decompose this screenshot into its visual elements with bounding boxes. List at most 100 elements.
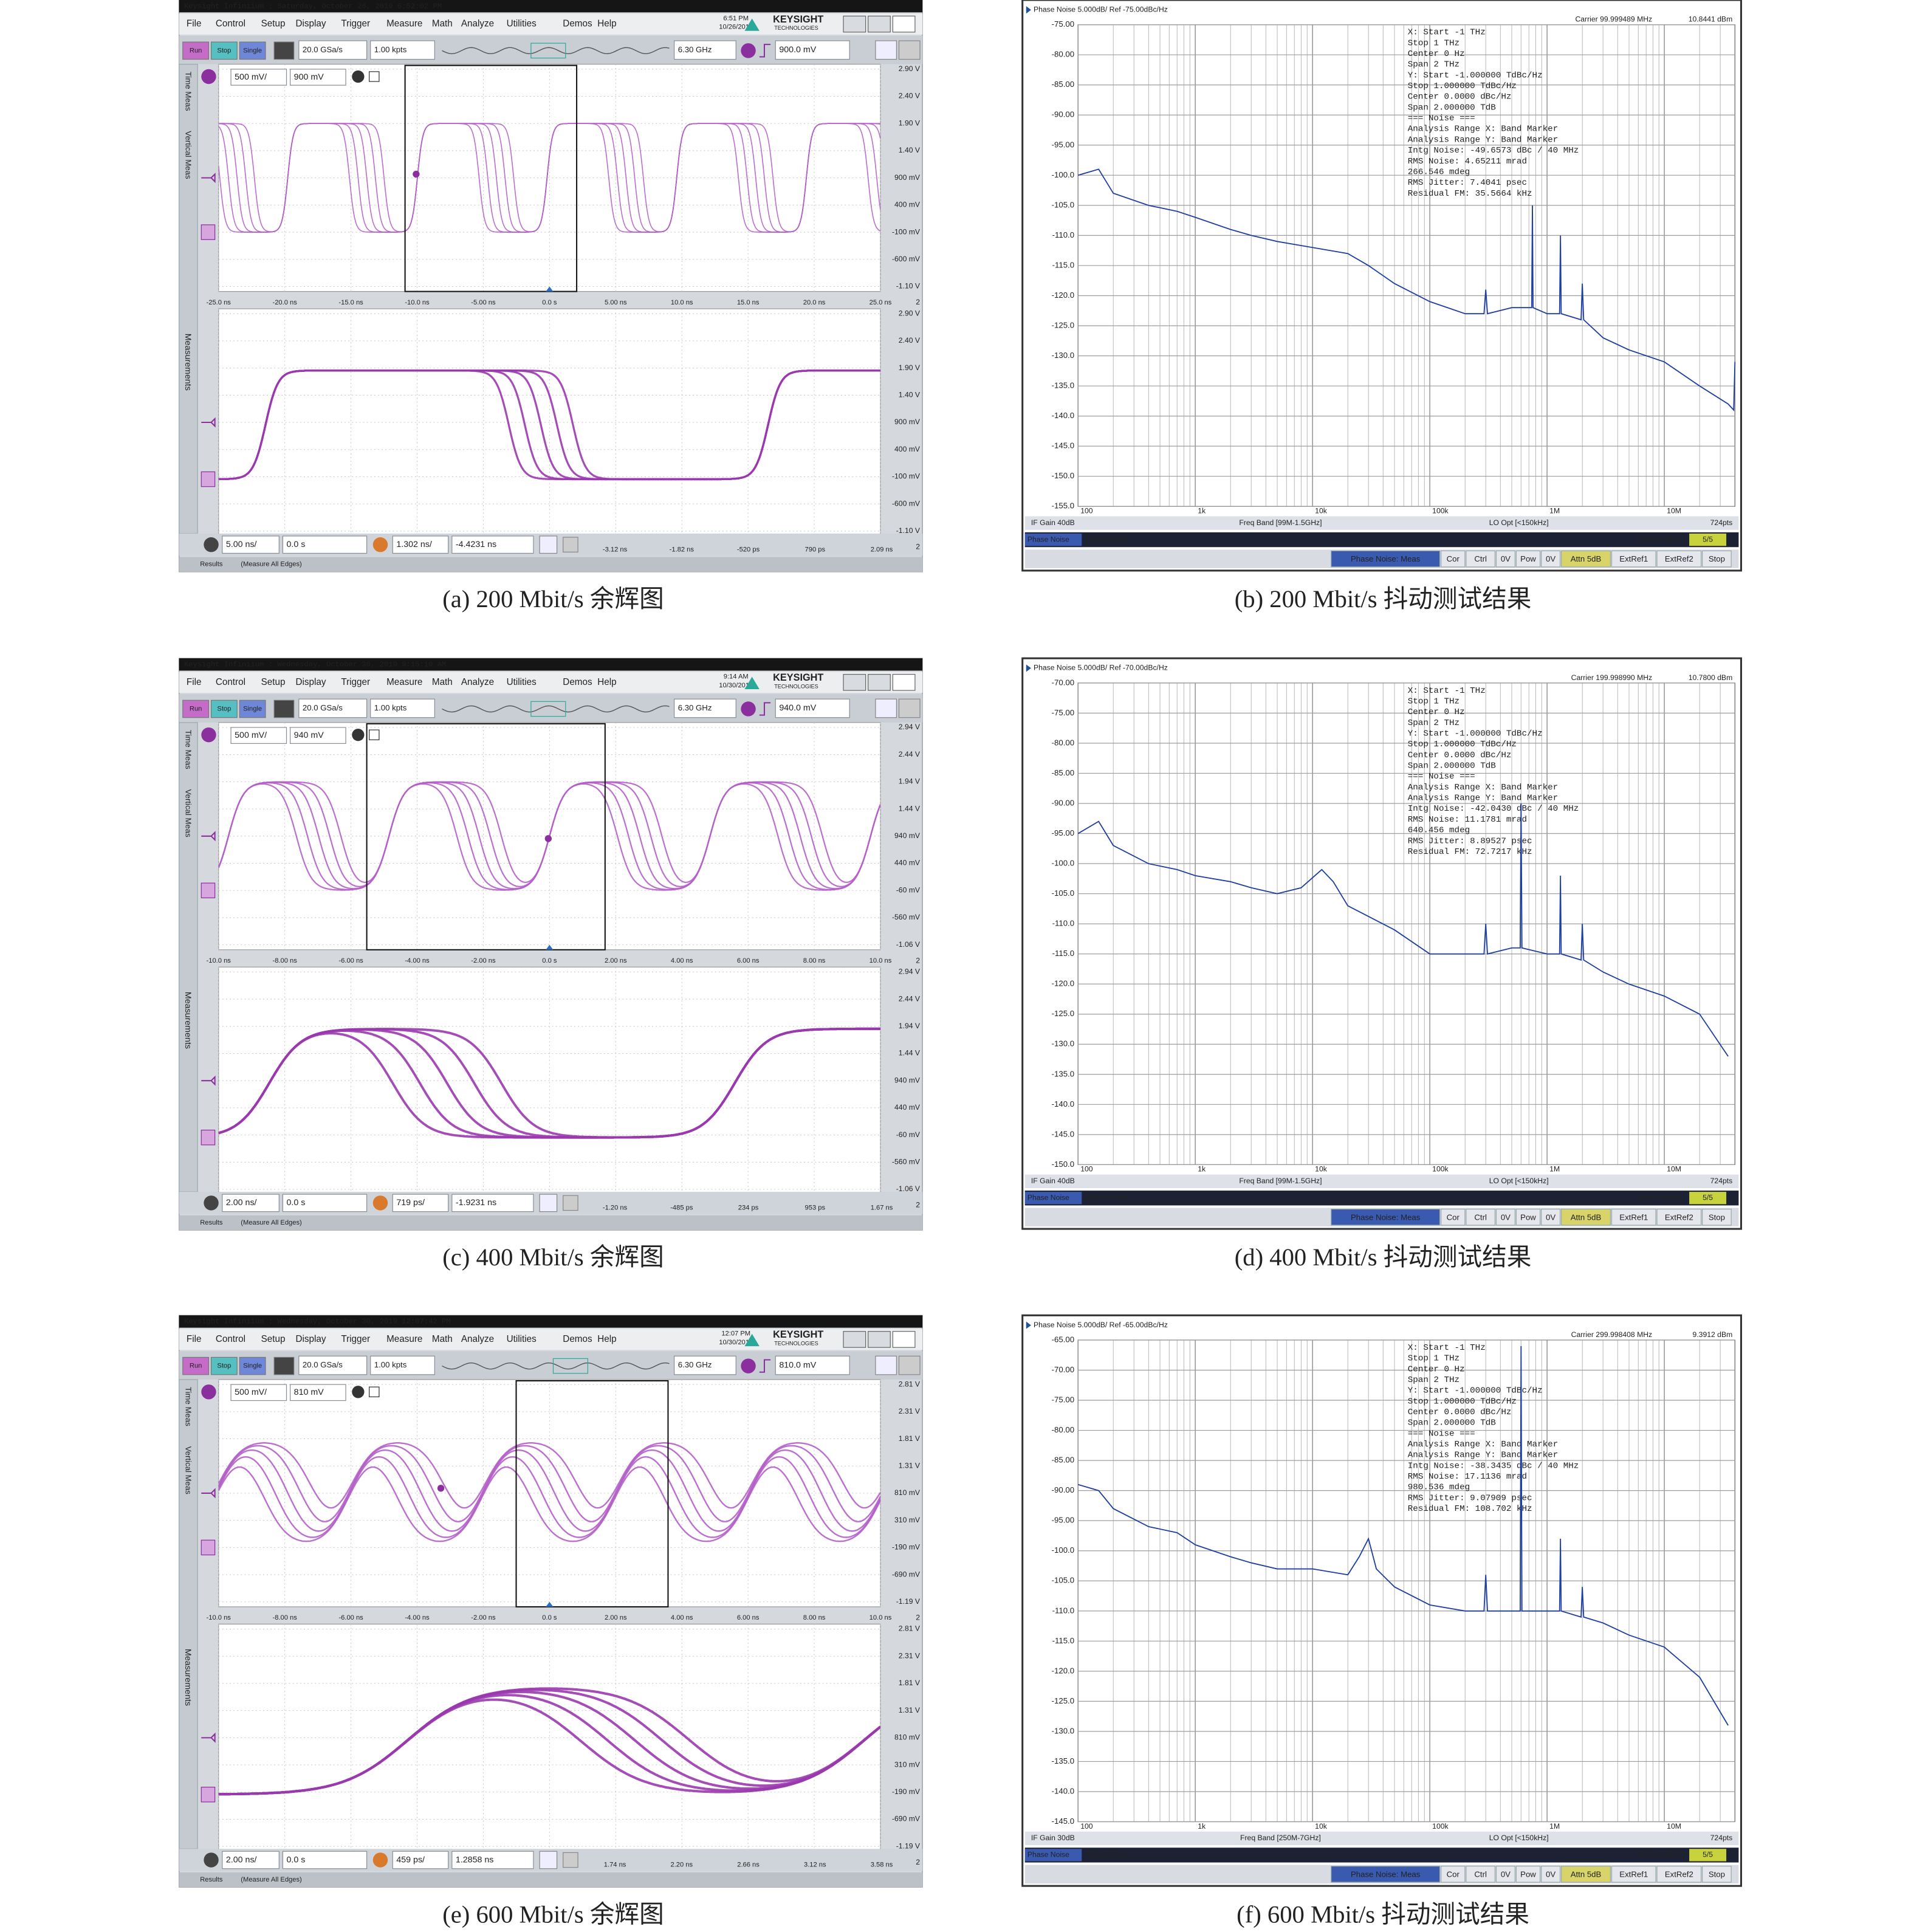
brand-sub: TECHNOLOGIES xyxy=(774,25,818,31)
clock-time: 12:07 PM xyxy=(721,1330,750,1338)
annotation: Analysis Range Y: Band Marker xyxy=(1408,794,1558,803)
button xyxy=(239,1356,266,1375)
axis-badge: 2 xyxy=(916,1201,920,1209)
annotation: Stop 1 THz xyxy=(1408,38,1460,48)
window-button xyxy=(868,1331,891,1348)
x-label: 5.00 ns xyxy=(605,299,627,306)
status-row xyxy=(1024,1831,1739,1846)
softkey-box xyxy=(1611,1866,1656,1883)
softkey-box xyxy=(1656,550,1702,568)
x-label: 0.0 s xyxy=(542,299,557,306)
channel-scale-box xyxy=(230,1384,287,1401)
softkey-box xyxy=(1466,1208,1496,1226)
menu-item: Analyze xyxy=(461,677,494,687)
softkey-box xyxy=(1466,1866,1496,1883)
channel-offset: 940 mV xyxy=(294,731,324,740)
tool-icon xyxy=(898,698,921,718)
memory-depth: 1.00 kpts xyxy=(374,1360,407,1369)
x-label: 15.0 ns xyxy=(737,299,760,306)
h-icon xyxy=(204,537,219,552)
x-label: -10.0 ns xyxy=(405,299,430,306)
y-tick-label: -100.0 xyxy=(1052,170,1074,179)
zoom-position-box xyxy=(451,535,534,554)
button xyxy=(239,41,266,60)
axis-badge: 2 xyxy=(916,298,920,306)
y-tick-label: -130.0 xyxy=(1052,1039,1074,1048)
acq-icon xyxy=(273,700,295,718)
annotation: 980.536 mdeg xyxy=(1408,1483,1470,1493)
memory-depth: 1.00 kpts xyxy=(374,703,407,712)
channel-badge xyxy=(201,69,216,84)
y-label: 2.40 V xyxy=(899,336,921,345)
softkey: 0V xyxy=(1501,554,1511,563)
menu-item: Display xyxy=(296,1334,326,1344)
y-tick-label: -90.00 xyxy=(1052,1485,1074,1494)
x-label: -6.00 ns xyxy=(338,957,363,964)
y-tick-label: -135.0 xyxy=(1052,1069,1074,1078)
y-label: 1.90 V xyxy=(899,363,921,372)
y-tick-label: -95.00 xyxy=(1052,1516,1074,1525)
meas-label-box xyxy=(1024,1849,1082,1862)
softkey: Cor xyxy=(1447,554,1460,563)
softkey-box xyxy=(1611,1208,1656,1226)
x-label: -10.0 ns xyxy=(207,957,232,964)
softkey-box xyxy=(1441,1208,1466,1226)
y-label: 2.94 V xyxy=(899,723,921,731)
meas-label-box xyxy=(1024,533,1082,546)
x-tick-label: 10M xyxy=(1667,1165,1681,1174)
y-tick-label: -120.0 xyxy=(1052,1666,1074,1675)
y-label: 2.44 V xyxy=(899,994,921,1003)
y-label: -190 mV xyxy=(892,1543,921,1552)
button-label: Run xyxy=(190,705,202,712)
annotation: Span 2.000000 TdB xyxy=(1408,1418,1496,1428)
side-tabs xyxy=(179,722,198,1192)
y-tick-label: -90.00 xyxy=(1052,798,1074,807)
title-bar xyxy=(179,0,923,13)
caption: (b) 200 Mbit/s 抖动测试结果 xyxy=(1235,585,1532,613)
x-tick-label: 1M xyxy=(1549,507,1560,515)
results-bar xyxy=(179,557,923,572)
meas-row xyxy=(1024,1191,1739,1206)
marker-icon xyxy=(1026,1321,1031,1329)
annotation: Analysis Range X: Band Marker xyxy=(1408,1440,1558,1449)
softkey-box xyxy=(1441,550,1466,568)
page-box xyxy=(1689,533,1727,546)
meas-row xyxy=(1024,532,1739,548)
x-tick-label: 100k xyxy=(1432,1822,1449,1831)
y-tick-label: -145.0 xyxy=(1052,1129,1074,1138)
brand-logo xyxy=(744,1333,760,1347)
x-label: 1.74 ns xyxy=(604,1862,626,1869)
brand-logo xyxy=(744,676,760,689)
button-label: Stop xyxy=(217,47,231,54)
x-label: -25.0 ns xyxy=(207,299,232,306)
y-label: -1.06 V xyxy=(896,940,921,949)
y-tick-label: -130.0 xyxy=(1052,351,1074,360)
y-label: -600 mV xyxy=(892,255,921,263)
softkey-box xyxy=(1541,1208,1561,1226)
annotation: Center 0.0000 dBc/Hz xyxy=(1408,751,1512,760)
x-tick-label: 100k xyxy=(1432,1165,1449,1174)
trigger-point xyxy=(544,835,552,842)
softkey-box xyxy=(1515,1208,1541,1226)
brand-logo xyxy=(744,18,760,31)
channel-marker xyxy=(201,1539,216,1556)
bandwidth-box xyxy=(674,1355,736,1375)
softkey-box xyxy=(1656,1208,1702,1226)
channel-offset: 900 mV xyxy=(294,72,324,82)
freq-band: Freq Band [250M-7GHz] xyxy=(1240,1834,1321,1842)
h-icon xyxy=(204,1195,219,1211)
annotation: Intg Noise: -49.6573 dBc / 40 MHz xyxy=(1408,146,1579,156)
annotation: X: Start -1 THz xyxy=(1408,28,1486,38)
annotation: Stop 1 THz xyxy=(1408,696,1460,706)
bandwidth: 6.30 GHz xyxy=(678,45,712,54)
y-tick-label: -125.0 xyxy=(1052,320,1074,329)
waveforms xyxy=(218,370,881,481)
annotation: Span 2 THz xyxy=(1408,718,1460,728)
menu-bar xyxy=(179,13,923,35)
softkey-box xyxy=(1560,1866,1611,1883)
x-label: 2.20 ns xyxy=(671,1862,693,1869)
annotation: Residual FM: 108.702 kHz xyxy=(1408,1504,1532,1514)
axis-badge: 2 xyxy=(916,542,920,551)
annotation: Center 0.0000 dBc/Hz xyxy=(1408,1408,1512,1417)
